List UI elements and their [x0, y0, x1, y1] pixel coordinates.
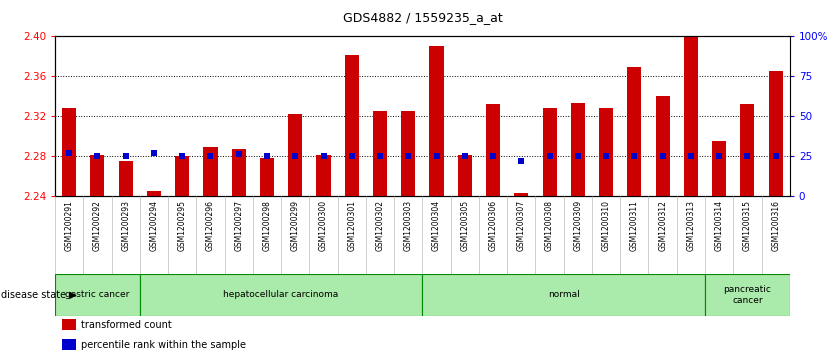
Bar	[543, 108, 556, 196]
Bar	[260, 158, 274, 196]
Bar	[175, 156, 189, 196]
Bar	[422, 274, 705, 316]
Text: GSM1200300: GSM1200300	[319, 200, 328, 251]
Text: GSM1200294: GSM1200294	[149, 200, 158, 251]
Text: GSM1200307: GSM1200307	[517, 200, 525, 251]
Bar	[430, 46, 444, 196]
Bar	[705, 274, 790, 316]
Text: GSM1200314: GSM1200314	[715, 200, 724, 251]
Text: gastric cancer: gastric cancer	[65, 290, 129, 299]
Text: GSM1200299: GSM1200299	[291, 200, 299, 251]
Bar	[203, 147, 218, 196]
Bar	[373, 111, 387, 196]
Text: GSM1200298: GSM1200298	[263, 200, 272, 251]
Text: GSM1200304: GSM1200304	[432, 200, 441, 251]
Text: GSM1200312: GSM1200312	[658, 200, 667, 251]
Text: GSM1200315: GSM1200315	[743, 200, 752, 251]
Bar	[140, 274, 423, 316]
Text: GSM1200309: GSM1200309	[573, 200, 582, 251]
Bar	[90, 155, 104, 196]
Bar	[684, 36, 698, 196]
Text: transformed count: transformed count	[81, 320, 172, 330]
Bar	[570, 103, 585, 196]
Bar	[599, 108, 613, 196]
Text: normal: normal	[548, 290, 580, 299]
Text: GSM1200291: GSM1200291	[65, 200, 73, 251]
Text: GSM1200311: GSM1200311	[630, 200, 639, 251]
Text: GSM1200296: GSM1200296	[206, 200, 215, 251]
Text: GSM1200297: GSM1200297	[234, 200, 244, 251]
Text: GSM1200295: GSM1200295	[178, 200, 187, 251]
Text: GSM1200293: GSM1200293	[121, 200, 130, 251]
Text: GSM1200308: GSM1200308	[545, 200, 554, 251]
Text: GSM1200310: GSM1200310	[601, 200, 610, 251]
Bar	[55, 274, 140, 316]
Text: percentile rank within the sample: percentile rank within the sample	[81, 340, 246, 350]
Text: hepatocellular carcinoma: hepatocellular carcinoma	[224, 290, 339, 299]
Text: disease state ▶: disease state ▶	[1, 290, 77, 300]
Bar	[769, 71, 783, 196]
Bar	[401, 111, 415, 196]
Bar	[712, 141, 726, 196]
Bar	[316, 155, 330, 196]
Bar	[147, 191, 161, 196]
Bar	[627, 67, 641, 196]
Bar	[741, 104, 755, 196]
Bar	[232, 149, 246, 196]
Text: GSM1200292: GSM1200292	[93, 200, 102, 251]
Bar	[63, 339, 76, 350]
Text: pancreatic
cancer: pancreatic cancer	[723, 285, 771, 305]
Bar	[289, 114, 302, 196]
Bar	[458, 155, 472, 196]
Bar	[118, 161, 133, 196]
Text: GSM1200316: GSM1200316	[771, 200, 780, 251]
Text: GSM1200305: GSM1200305	[460, 200, 470, 251]
Bar	[344, 55, 359, 196]
Text: GDS4882 / 1559235_a_at: GDS4882 / 1559235_a_at	[343, 11, 502, 24]
Bar	[486, 104, 500, 196]
Text: GSM1200313: GSM1200313	[686, 200, 696, 251]
Bar	[62, 108, 76, 196]
Text: GSM1200302: GSM1200302	[375, 200, 384, 251]
Bar	[515, 193, 529, 196]
Text: GSM1200306: GSM1200306	[489, 200, 498, 251]
Text: GSM1200303: GSM1200303	[404, 200, 413, 251]
Text: GSM1200301: GSM1200301	[347, 200, 356, 251]
Bar	[63, 319, 76, 330]
Bar	[656, 96, 670, 196]
